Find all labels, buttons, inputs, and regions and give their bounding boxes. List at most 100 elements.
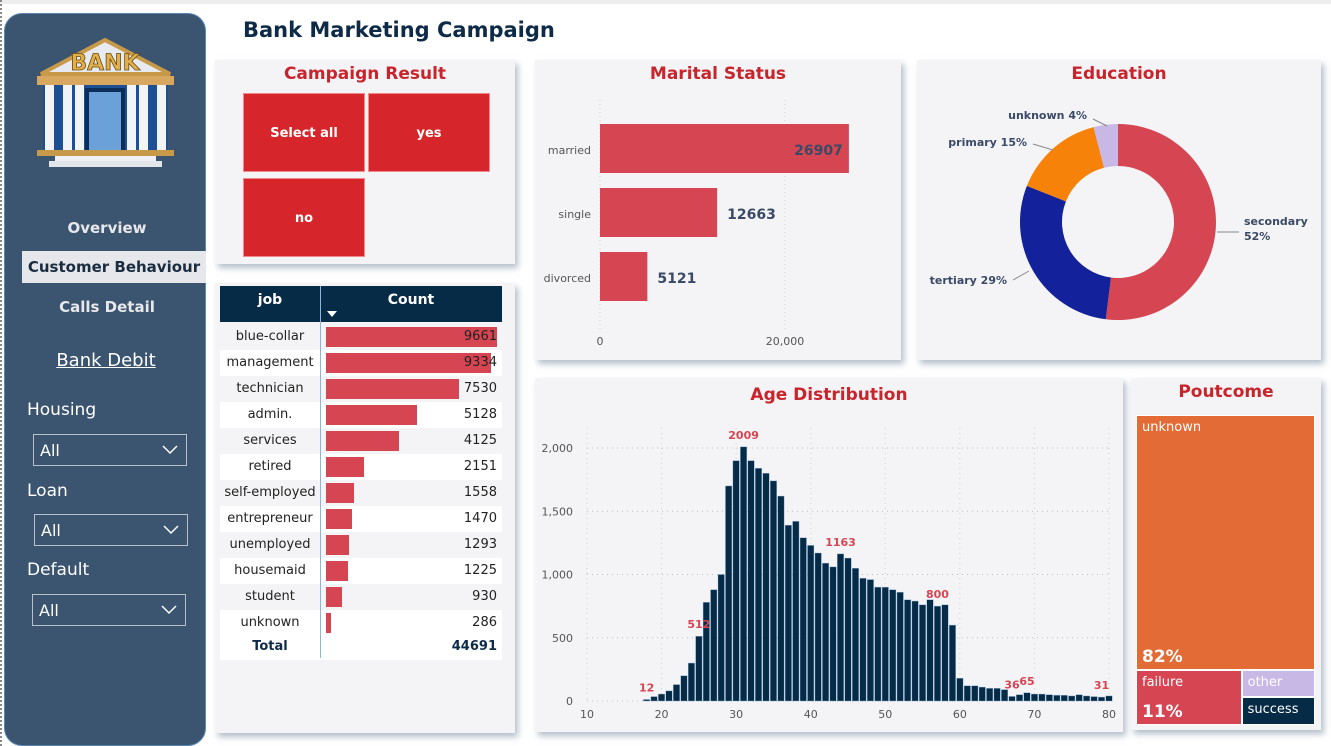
poutcome-treemap: unknown 82% failure 11% other success — [1136, 415, 1315, 725]
age-bar — [725, 485, 733, 702]
table-row[interactable]: admin. 5128 — [220, 402, 502, 428]
x-tick-label: 20 — [655, 708, 669, 721]
table-row[interactable]: entrepreneur 1470 — [220, 506, 502, 532]
age-bar — [874, 586, 882, 702]
age-bar — [702, 602, 710, 702]
age-bar — [978, 686, 986, 702]
data-label: 512 — [687, 618, 710, 631]
table-row[interactable]: management 9334 — [220, 350, 502, 376]
slice-unknown — [1093, 124, 1118, 168]
count-value: 5128 — [463, 407, 497, 422]
y-tick-label: 1,000 — [542, 569, 574, 582]
default-label: Default — [27, 560, 90, 580]
age-bar — [732, 460, 740, 702]
age-bar — [1031, 693, 1038, 702]
age-bar — [1023, 692, 1031, 702]
nav-overview[interactable]: Overview — [67, 219, 147, 237]
job-name: housemaid — [234, 563, 306, 578]
age-bar — [650, 696, 658, 702]
table-row[interactable]: self-employed 1558 — [220, 480, 502, 506]
default-value: All — [39, 601, 59, 620]
y-tick-label: single — [558, 208, 591, 221]
x-tick-label: 50 — [878, 708, 892, 721]
treemap-tile-unknown[interactable]: unknown 82% — [1136, 415, 1315, 670]
age-bar — [807, 545, 815, 702]
default-dropdown[interactable]: All — [32, 594, 186, 626]
age-bar — [881, 586, 889, 702]
table-row[interactable]: unemployed 1293 — [220, 532, 502, 558]
age-bar — [710, 589, 718, 702]
table-row[interactable]: services 4125 — [220, 428, 502, 454]
select-all-button[interactable]: Select all — [243, 93, 365, 172]
bar-married — [600, 124, 849, 173]
y-tick-label: 1,500 — [542, 505, 574, 518]
campaign-result-card: Campaign Result Select all yes no — [215, 60, 515, 264]
leader-line — [1092, 118, 1108, 127]
job-table-total-row: Total 44691 — [220, 634, 502, 660]
age-bar — [717, 574, 725, 702]
bar-divorced — [600, 252, 648, 301]
nav-customer-behaviour[interactable]: Customer Behaviour — [22, 251, 206, 283]
job-column-header[interactable]: job — [257, 292, 283, 308]
table-row[interactable]: technician 7530 — [220, 376, 502, 402]
age-bar — [911, 600, 919, 702]
data-label: 36 — [1004, 678, 1020, 691]
loan-dropdown[interactable]: All — [34, 514, 188, 546]
count-bar — [326, 379, 460, 399]
x-tick-label: 80 — [1102, 708, 1116, 721]
age-bar — [934, 605, 941, 702]
table-row[interactable]: student 930 — [220, 584, 502, 610]
treemap-tile-other[interactable]: other — [1241, 669, 1315, 698]
count-value: 7530 — [463, 381, 497, 396]
slice-tertiary — [1020, 185, 1111, 320]
tile-percent: 82% — [1142, 646, 1183, 667]
age-bar — [963, 685, 971, 702]
table-row[interactable]: retired 2151 — [220, 454, 502, 480]
data-label: 12 — [639, 681, 654, 694]
data-label: 12663 — [727, 207, 776, 223]
age-bar — [680, 675, 688, 702]
housing-label: Housing — [27, 400, 97, 420]
table-row[interactable]: unknown 286 — [220, 610, 502, 636]
treemap-tile-success[interactable]: success — [1241, 697, 1315, 725]
page-title: Bank Marketing Campaign — [243, 18, 555, 42]
age-bar — [948, 624, 956, 702]
leader-line — [1012, 270, 1030, 281]
treemap-tile-failure[interactable]: failure 11% — [1136, 669, 1242, 725]
yes-button[interactable]: yes — [368, 93, 490, 172]
age-bar — [822, 562, 830, 702]
count-bar — [326, 587, 343, 607]
data-label: 5121 — [657, 271, 696, 287]
table-row[interactable]: housemaid 1225 — [220, 558, 502, 584]
bank-debit-link[interactable]: Bank Debit — [56, 350, 156, 371]
age-bar — [784, 524, 792, 702]
count-bar — [326, 483, 354, 503]
count-value: 9334 — [463, 355, 497, 370]
tile-label: failure — [1142, 674, 1184, 690]
bank-logo-icon: BANK — [37, 37, 174, 167]
sort-descending-icon[interactable] — [326, 310, 338, 318]
age-bar — [643, 699, 651, 702]
leader-line — [1032, 143, 1054, 151]
age-bar — [1083, 695, 1091, 702]
y-tick-label: 0 — [566, 695, 573, 708]
nav-calls-detail[interactable]: Calls Detail — [59, 298, 155, 316]
slice-primary — [1026, 127, 1105, 202]
job-name: student — [245, 589, 295, 604]
y-tick-label: married — [548, 144, 591, 157]
count-bar — [326, 431, 399, 451]
age-bar — [852, 567, 859, 702]
count-column-header[interactable]: Count — [387, 292, 435, 308]
age-bar — [755, 468, 762, 702]
table-row[interactable]: blue-collar 9661 — [220, 324, 502, 350]
age-bar — [762, 473, 770, 702]
data-label: 65 — [1019, 675, 1034, 688]
age-bar — [687, 662, 695, 702]
x-tick-label: 10 — [580, 708, 594, 721]
no-button[interactable]: no — [243, 178, 365, 257]
x-tick-label: 30 — [729, 708, 743, 721]
slice-secondary — [1105, 124, 1217, 320]
housing-dropdown[interactable]: All — [33, 434, 187, 466]
age-bar — [777, 495, 785, 702]
count-bar — [326, 561, 348, 581]
